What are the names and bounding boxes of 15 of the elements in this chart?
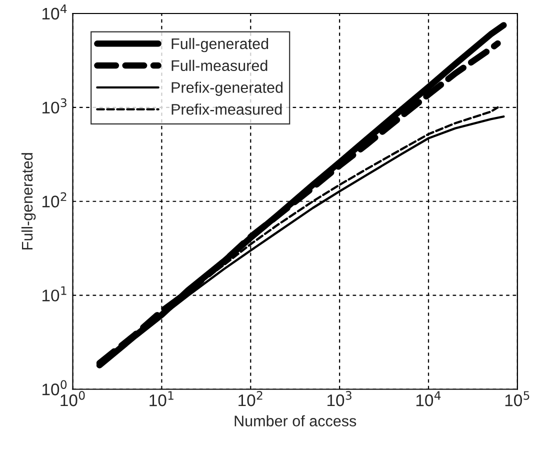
x-tick-label: 10$^{1}$: [150, 391, 174, 406]
y-tick-label: 10$^{3}$: [42, 98, 66, 114]
x-axis-title: Number of access: [234, 415, 356, 426]
x-tick-label: 10$^{5}$: [505, 391, 530, 406]
legend-label: Prefix-generated: [172, 82, 283, 96]
legend-label: Full-generated: [172, 38, 268, 52]
x-tick-label: 10$^{4}$: [416, 391, 441, 406]
y-tick-label: 10$^{4}$: [42, 4, 67, 20]
legend-label: Full-measured: [172, 60, 268, 72]
y-tick-label: 10$^{2}$: [42, 192, 66, 208]
x-tick-label: 10$^{3}$: [328, 391, 352, 406]
legend-label: Prefix-measured: [172, 104, 282, 115]
y-tick-label: 10$^{1}$: [42, 286, 66, 302]
y-axis-title: Full-generated: [21, 153, 36, 250]
x-tick-label: 10$^{2}$: [238, 391, 262, 406]
